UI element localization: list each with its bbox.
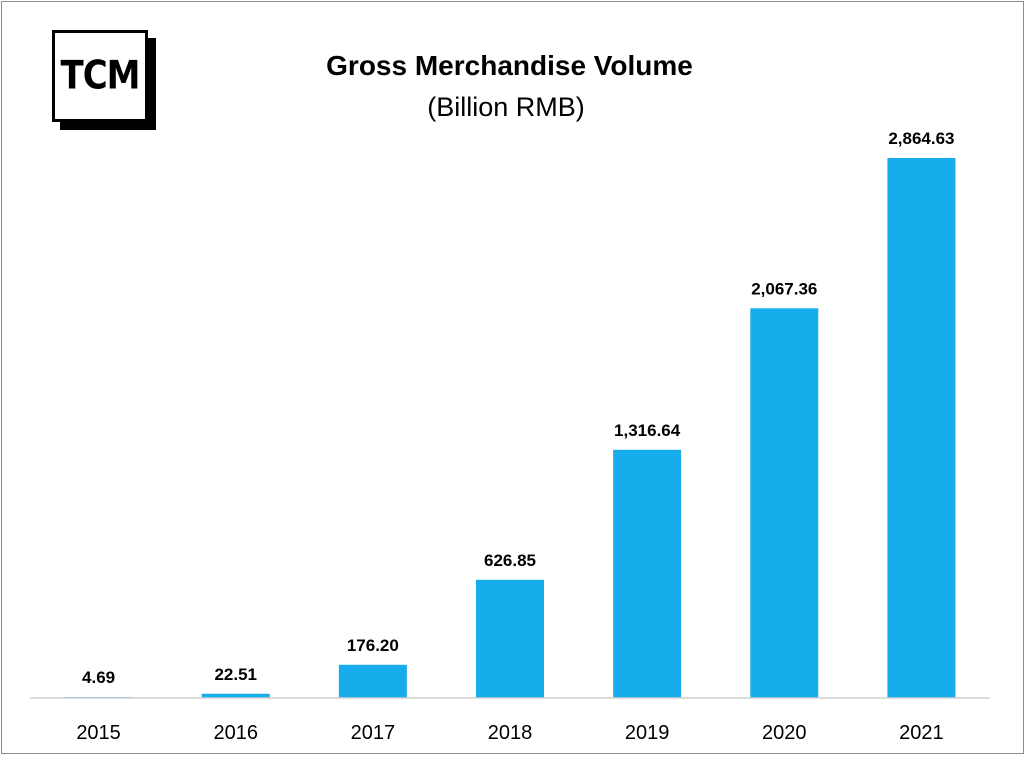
data-labels-group: 4.69 22.51 176.20 626.85 1,316.64 2,067.36 2,8… <box>82 129 954 687</box>
x-tick-label-2020: 2020 <box>762 722 807 744</box>
x-tick-label-2015: 2015 <box>76 722 121 744</box>
data-label-2021: 2,864.63 <box>888 129 954 148</box>
chart-subtitle: (Billion RMB) <box>427 92 585 122</box>
bar-2017 <box>338 664 407 698</box>
data-label-2018: 626.85 <box>484 551 536 570</box>
x-tick-labels-group: 2015 2016 2017 2018 2019 2020 2021 <box>76 722 943 744</box>
tcm-logo: TCM <box>52 30 148 122</box>
data-label-2016: 22.51 <box>214 665 257 684</box>
x-tick-label-2016: 2016 <box>213 722 258 744</box>
data-label-2017: 176.20 <box>347 636 399 655</box>
chart-title: Gross Merchandise Volume <box>326 50 693 81</box>
bar-2016 <box>201 693 270 698</box>
data-label-2019: 1,316.64 <box>614 421 681 440</box>
x-tick-label-2017: 2017 <box>351 722 396 744</box>
logo-text: TCM <box>60 53 141 99</box>
bar-2020 <box>750 308 819 698</box>
x-tick-label-2021: 2021 <box>899 722 944 744</box>
bar-2018 <box>476 579 544 698</box>
bars-group <box>64 158 956 698</box>
bar-2021 <box>887 158 956 698</box>
data-label-2020: 2,067.36 <box>751 279 817 298</box>
bar-2019 <box>613 449 682 698</box>
data-label-2015: 4.69 <box>82 668 115 687</box>
x-tick-label-2018: 2018 <box>488 722 533 744</box>
x-tick-label-2019: 2019 <box>625 722 670 744</box>
